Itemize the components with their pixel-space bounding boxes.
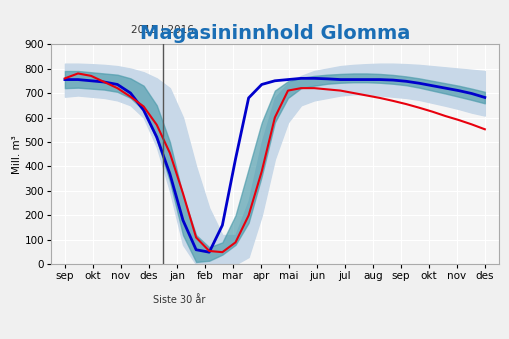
Y-axis label: Mill. m³: Mill. m³ <box>12 135 21 174</box>
Text: Siste 30 år: Siste 30 år <box>153 295 205 305</box>
Title: Magasininnhold Glomma: Magasininnhold Glomma <box>139 23 410 42</box>
Text: 2015 | 2016: 2015 | 2016 <box>131 25 194 35</box>
